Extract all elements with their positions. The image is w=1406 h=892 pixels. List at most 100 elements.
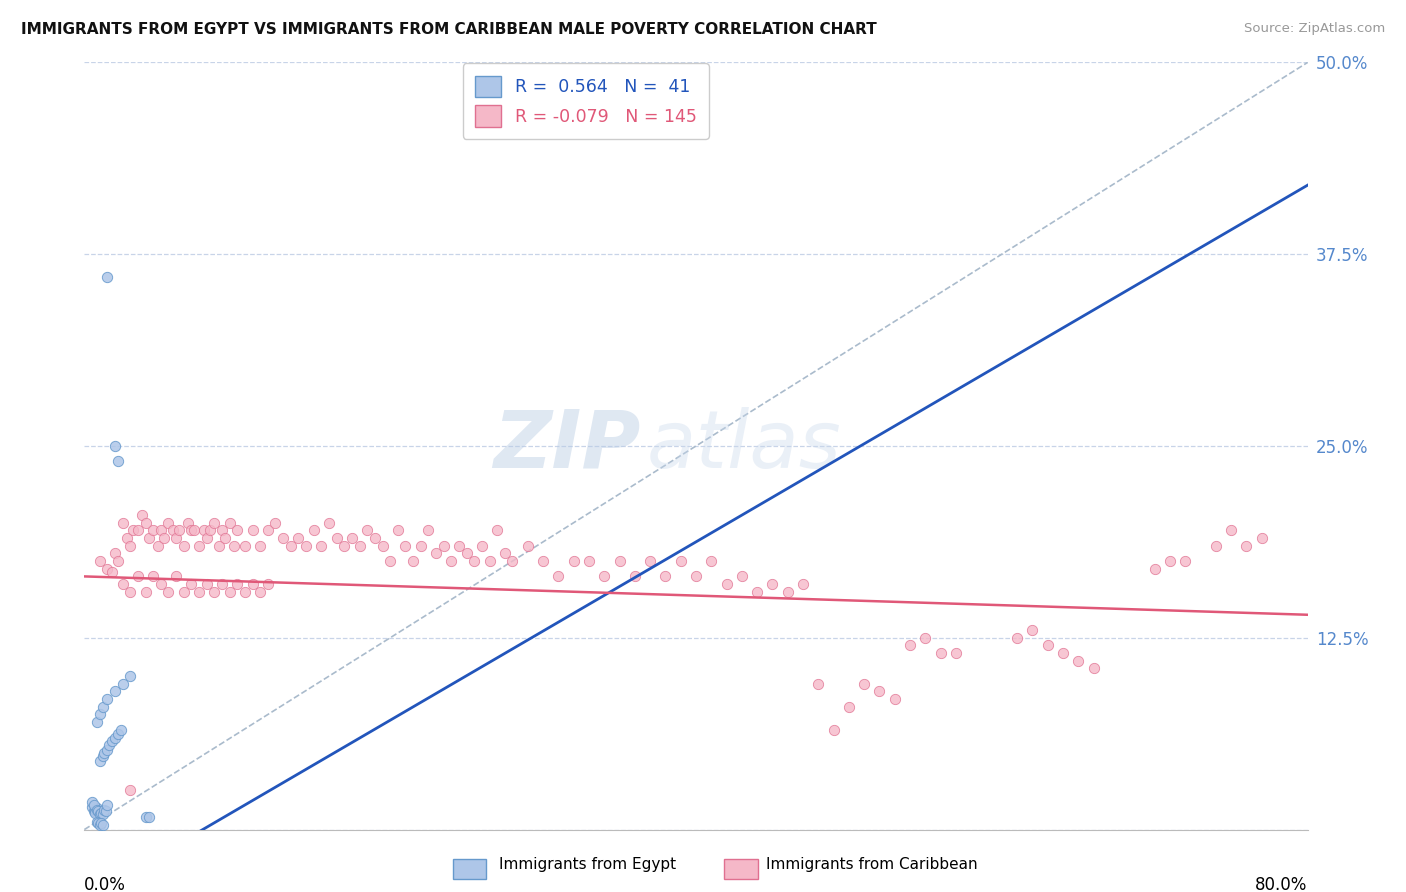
Point — [226, 577, 249, 591]
Point — [311, 539, 333, 553]
Point — [107, 454, 129, 468]
Point — [638, 554, 661, 568]
Point — [249, 584, 271, 599]
Text: ZIP: ZIP — [494, 407, 641, 485]
Point — [87, 804, 110, 818]
Point — [471, 539, 494, 553]
Point — [188, 539, 211, 553]
Point — [94, 804, 117, 818]
Point — [463, 554, 485, 568]
Point — [929, 646, 952, 660]
Point — [287, 531, 309, 545]
Point — [91, 818, 114, 832]
Point — [853, 677, 876, 691]
Point — [394, 539, 416, 553]
Point — [440, 554, 463, 568]
Point — [747, 584, 769, 599]
Point — [195, 577, 218, 591]
Point — [838, 699, 860, 714]
Point — [1236, 539, 1258, 553]
Point — [153, 531, 176, 545]
Point — [761, 577, 783, 591]
Point — [157, 584, 180, 599]
Point — [122, 524, 145, 538]
Point — [91, 699, 114, 714]
Point — [93, 803, 115, 817]
Legend: R =  0.564   N =  41, R = -0.079   N = 145: R = 0.564 N = 41, R = -0.079 N = 145 — [463, 63, 709, 139]
Text: Immigrants from Caribbean: Immigrants from Caribbean — [766, 857, 979, 872]
Point — [91, 807, 114, 822]
Point — [578, 554, 600, 568]
Point — [89, 554, 111, 568]
Point — [180, 524, 202, 538]
Point — [101, 733, 124, 747]
Point — [218, 516, 240, 530]
Point — [233, 584, 256, 599]
Point — [447, 539, 470, 553]
Point — [84, 805, 107, 820]
Point — [101, 565, 124, 579]
Point — [1220, 524, 1243, 538]
Point — [776, 584, 799, 599]
Point — [387, 524, 409, 538]
Point — [89, 754, 111, 768]
Point — [593, 569, 616, 583]
Point — [731, 569, 754, 583]
Point — [83, 797, 105, 812]
Point — [226, 524, 249, 538]
Point — [120, 782, 142, 797]
Point — [224, 539, 246, 553]
Point — [173, 539, 195, 553]
Point — [90, 805, 112, 820]
Point — [547, 569, 569, 583]
Point — [177, 516, 200, 530]
Point — [502, 554, 524, 568]
Text: atlas: atlas — [647, 407, 842, 485]
Point — [425, 546, 447, 560]
Point — [609, 554, 631, 568]
Point — [131, 508, 153, 522]
Point — [111, 677, 134, 691]
Point — [1083, 661, 1105, 675]
Point — [669, 554, 692, 568]
Point — [165, 569, 187, 583]
Point — [364, 531, 387, 545]
Point — [142, 524, 165, 538]
Point — [340, 531, 363, 545]
Point — [1143, 562, 1166, 576]
Point — [80, 799, 103, 814]
Point — [111, 577, 134, 591]
Point — [531, 554, 554, 568]
Point — [562, 554, 585, 568]
Point — [349, 539, 371, 553]
Point — [700, 554, 723, 568]
Point — [202, 516, 225, 530]
Point — [1067, 654, 1090, 668]
Point — [211, 524, 233, 538]
Point — [96, 797, 118, 812]
Point — [516, 539, 538, 553]
Point — [149, 577, 172, 591]
Point — [654, 569, 676, 583]
Point — [90, 816, 112, 830]
Point — [120, 584, 142, 599]
Point — [135, 584, 157, 599]
Point — [86, 814, 108, 829]
Point — [89, 807, 111, 822]
Point — [89, 818, 111, 832]
Point — [115, 531, 138, 545]
Point — [478, 554, 501, 568]
Point — [807, 677, 830, 691]
Point — [380, 554, 402, 568]
Point — [295, 539, 318, 553]
Point — [792, 577, 814, 591]
Point — [264, 516, 287, 530]
Point — [193, 524, 215, 538]
Point — [195, 531, 218, 545]
Point — [104, 546, 127, 560]
Point — [135, 516, 157, 530]
Point — [1159, 554, 1181, 568]
Point — [1174, 554, 1197, 568]
Point — [107, 727, 129, 741]
Point — [146, 539, 169, 553]
